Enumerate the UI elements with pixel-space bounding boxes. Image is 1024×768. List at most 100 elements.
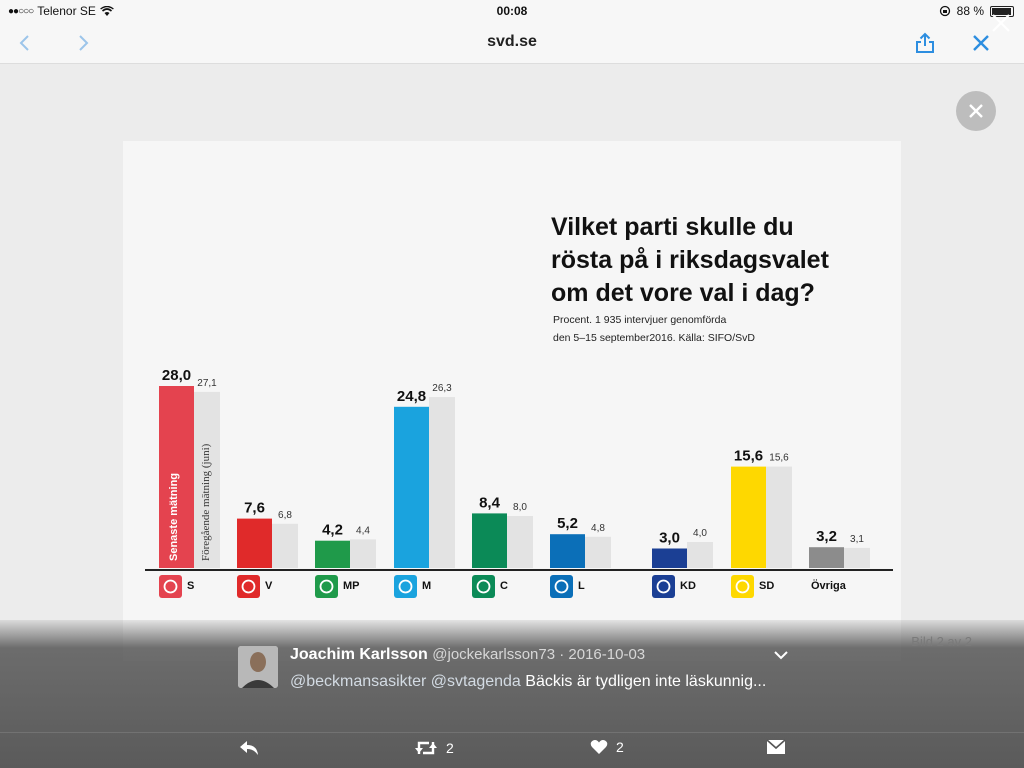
party-logo-SD	[731, 575, 754, 598]
value-label-latest-MP: 4,2	[322, 522, 343, 539]
value-label-previous-MP: 4,4	[356, 525, 370, 536]
image-counter: Bild 2 av 2	[911, 634, 972, 649]
bar-previous-KD	[687, 542, 713, 568]
category-label-KD: KD	[680, 580, 696, 592]
chart-title-line-2: rösta på i riksdagsvalet	[551, 246, 830, 274]
like-button[interactable]: 2	[590, 739, 624, 755]
profile-photo-icon	[238, 646, 278, 688]
value-label-previous-KD: 4,0	[693, 528, 707, 539]
value-label-previous-C: 8,0	[513, 502, 527, 513]
party-logo-C	[472, 575, 495, 598]
party-logo-mark-S	[163, 579, 178, 594]
bar-previous-V	[272, 523, 298, 568]
reply-button[interactable]	[238, 739, 260, 757]
party-logo-L	[550, 575, 573, 598]
category-label-MP: MP	[343, 580, 360, 592]
chart-subtitle-line-2: den 5–15 september2016. Källa: SIFO/SvD	[553, 332, 755, 344]
message-button[interactable]	[766, 739, 786, 755]
chart-title-line-1: Vilket parti skulle du	[551, 213, 794, 241]
value-label-latest-KD: 3,0	[659, 530, 680, 547]
value-label-latest-L: 5,2	[557, 515, 578, 532]
envelope-icon	[766, 739, 786, 754]
close-icon	[969, 104, 983, 118]
orientation-lock-icon	[939, 5, 950, 17]
reply-icon	[240, 741, 258, 755]
value-label-previous-S: 27,1	[197, 378, 217, 389]
party-logo-S	[159, 575, 182, 598]
bar-chart: 28,0 27,1 7,6 6,8 4,2 4,4 24,8 26,3 8,4 8,0 5,2 4,8…	[145, 213, 893, 598]
value-label-previous-Övriga: 3,1	[850, 534, 864, 545]
chevron-down-icon[interactable]	[772, 648, 790, 662]
value-label-latest-Övriga: 3,2	[816, 528, 837, 545]
forward-button[interactable]	[70, 30, 96, 56]
share-button[interactable]	[912, 30, 938, 56]
tweet-overlay: Bild 2 av 2 Joachim Karlsson @jockekarls…	[0, 620, 1024, 768]
tweet-action-bar: 2 2	[0, 732, 1024, 768]
share-icon	[916, 32, 934, 53]
carrier-name: Telenor SE	[37, 4, 96, 18]
close-icon	[973, 35, 989, 51]
mention-link[interactable]: @svtagenda	[430, 673, 521, 690]
retweet-button[interactable]: 2	[414, 739, 454, 757]
bar-latest-M	[394, 406, 429, 568]
browser-nav-bar: svd.se	[0, 22, 1024, 64]
battery-icon	[990, 5, 1014, 17]
category-label-C: C	[500, 580, 508, 592]
bar-previous-S	[194, 391, 220, 568]
bar-previous-Övriga	[844, 547, 870, 568]
category-label-L: L	[578, 580, 585, 592]
value-label-previous-SD: 15,6	[769, 453, 789, 464]
party-logo-mark-MP	[319, 579, 334, 594]
chart-subtitle-line-1: Procent. 1 935 intervjuer genomförda	[553, 314, 727, 326]
author-handle-date: @jockekarlsson73 · 2016-10-03	[432, 646, 646, 663]
bar-latest-V	[237, 518, 272, 568]
close-overlay-icon[interactable]	[990, 12, 1012, 34]
close-page-button[interactable]	[968, 30, 994, 56]
value-label-latest-S: 28,0	[162, 367, 191, 384]
bar-previous-MP	[350, 539, 376, 568]
bars-layer: 28,0 27,1 7,6 6,8 4,2 4,4 24,8 26,3 8,4 8,0 5,2 4,8…	[159, 367, 870, 568]
avatar[interactable]	[238, 646, 278, 688]
party-logo-M	[394, 575, 417, 598]
tweet-text: @beckmansasikter @svtagenda Bäckis är ty…	[290, 670, 770, 693]
legend-latest: Senaste mätning	[168, 473, 180, 561]
retweet-count: 2	[446, 740, 454, 756]
value-label-previous-L: 4,8	[591, 523, 605, 534]
value-label-latest-M: 24,8	[397, 388, 426, 405]
value-label-latest-V: 7,6	[244, 500, 265, 517]
poll-chart-image[interactable]: 28,0 27,1 7,6 6,8 4,2 4,4 24,8 26,3 8,4 8,0 5,2 4,8…	[123, 141, 901, 661]
category-label-S: S	[187, 580, 194, 592]
author-name[interactable]: Joachim Karlsson	[290, 646, 428, 663]
bar-latest-C	[472, 513, 507, 568]
tweet-body: Bäckis är tydligen inte läskunnig...	[525, 673, 767, 690]
chart-title-line-3: om det vore val i dag?	[551, 279, 815, 307]
battery-percent: 88 %	[956, 4, 984, 18]
mention-link[interactable]: @beckmansasikter	[290, 673, 427, 690]
bar-previous-SD	[766, 466, 792, 568]
status-bar: ●●○○○ Telenor SE 00:08 88 %	[0, 0, 1024, 22]
close-lightbox-button[interactable]	[956, 91, 996, 131]
page-url: svd.se	[487, 33, 537, 50]
value-label-previous-M: 26,3	[432, 383, 452, 394]
bar-latest-MP	[315, 540, 350, 568]
party-logo-mark-C	[476, 579, 491, 594]
bar-latest-Övriga	[809, 547, 844, 568]
back-button[interactable]	[12, 30, 38, 56]
party-logo-MP	[315, 575, 338, 598]
bar-latest-SD	[731, 466, 766, 568]
category-label-Övriga: Övriga	[811, 579, 847, 592]
party-logo-V	[237, 575, 260, 598]
party-logo-mark-SD	[735, 579, 750, 594]
axis-layer: S V MP M C L KD SD Övriga	[159, 575, 847, 598]
tweet-author-line: Joachim Karlsson @jockekarlsson73 · 2016…	[290, 646, 645, 664]
retweet-icon	[415, 741, 437, 755]
party-logo-mark-KD	[656, 579, 671, 594]
chevron-left-icon	[19, 35, 29, 51]
bar-previous-C	[507, 516, 533, 568]
party-logo-mark-V	[241, 579, 256, 594]
party-logo-KD	[652, 575, 675, 598]
bar-latest-L	[550, 534, 585, 568]
clock: 00:08	[496, 4, 528, 18]
party-logo-mark-L	[554, 579, 569, 594]
bar-latest-KD	[652, 548, 687, 568]
